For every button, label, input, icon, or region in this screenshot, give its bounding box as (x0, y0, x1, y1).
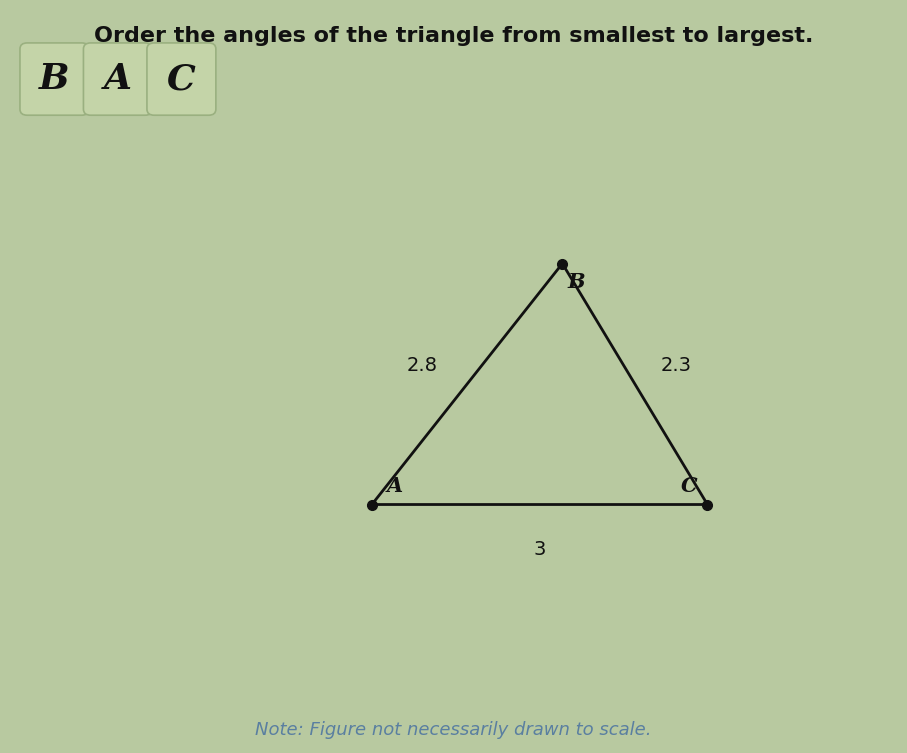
Text: C: C (681, 476, 697, 495)
Text: Note: Figure not necessarily drawn to scale.: Note: Figure not necessarily drawn to sc… (255, 721, 652, 739)
Text: A: A (104, 62, 132, 96)
Text: B: B (567, 273, 585, 292)
Text: 2.3: 2.3 (660, 355, 691, 375)
Text: A: A (386, 476, 403, 495)
FancyBboxPatch shape (20, 43, 89, 115)
Text: C: C (167, 62, 196, 96)
Text: 2.8: 2.8 (406, 355, 437, 375)
Text: 3: 3 (533, 540, 546, 559)
FancyBboxPatch shape (83, 43, 152, 115)
Text: B: B (39, 62, 70, 96)
FancyBboxPatch shape (147, 43, 216, 115)
Text: Order the angles of the triangle from smallest to largest.: Order the angles of the triangle from sm… (93, 26, 814, 47)
